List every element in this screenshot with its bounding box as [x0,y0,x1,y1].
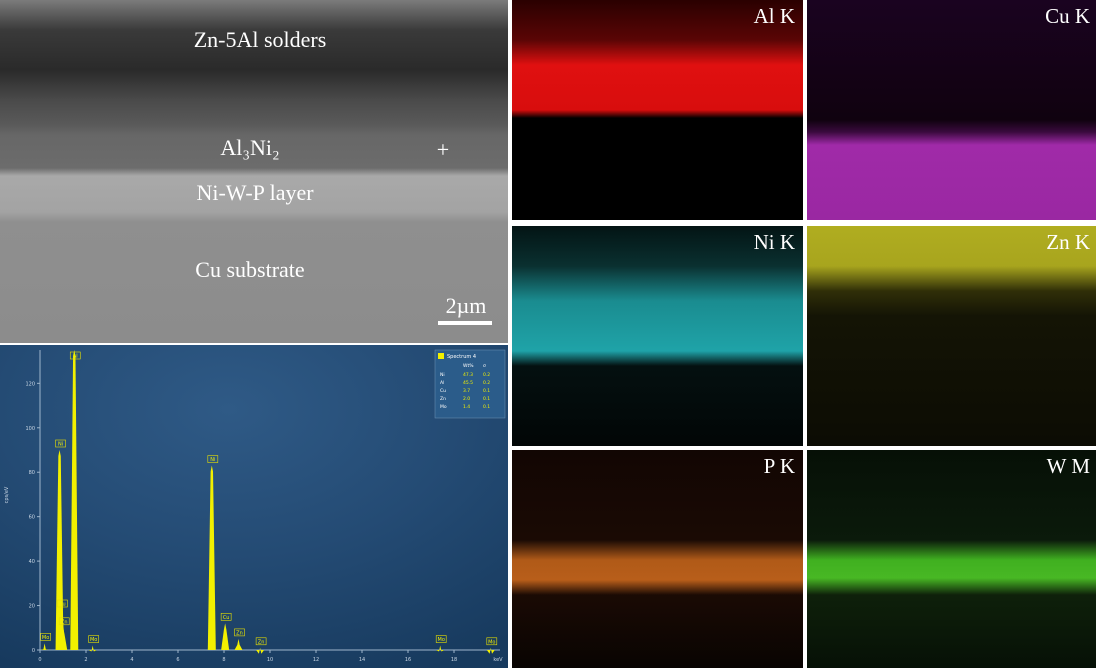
y-tick-label: 20 [29,604,35,610]
sem-image: Zn-5Al solders Al₃Ni₂ + Ni-W-P layer Cu … [0,0,508,343]
x-tick-label: 8 [222,657,225,663]
layer-label: Ni-W-P layer [196,180,313,206]
x-tick-label: 14 [359,657,365,663]
legend-cell: 1.4 [463,404,470,410]
point-marker: + [437,137,449,163]
peak-label: Mo [90,637,97,643]
layer-label: Cu substrate [195,257,304,283]
peak-label: Ni [58,442,63,448]
x-tick-label: 18 [451,657,457,663]
map-label: Cu K [1045,4,1090,29]
peak-label: Al [73,354,78,360]
element-map: Ni K [512,226,803,446]
peak-label: Zn [258,639,265,645]
layer-label: Al₃Ni₂ [220,135,279,161]
legend-header: σ [483,364,486,369]
scale-bar-label: 2µm [446,293,487,319]
legend-name: Spectrum 4 [447,354,476,360]
y-tick-label: 60 [29,515,35,521]
map-label: W M [1047,454,1090,479]
peak-label: Zn [236,630,243,636]
element-map: Cu K [807,0,1096,220]
legend-swatch [438,353,444,359]
element-map: Zn K [807,226,1096,446]
legend-cell: Cu [440,388,446,394]
legend-cell: 0.1 [483,404,490,410]
figure: Zn-5Al solders Al₃Ni₂ + Ni-W-P layer Cu … [0,0,1096,668]
peak-label: Mo [488,639,495,645]
y-tick-label: 80 [29,470,35,476]
legend-cell: Mo [440,404,447,410]
legend-cell: 0.1 [483,396,490,402]
legend-cell: 45.5 [463,380,473,386]
x-tick-label: 16 [405,657,411,663]
x-tick-label: 6 [176,657,179,663]
element-map: Al K [512,0,803,220]
peak-label: Mo [438,637,445,643]
legend-cell: 0.2 [483,372,490,378]
legend-cell: 0.2 [483,380,490,386]
map-label: P K [764,454,795,479]
legend-cell: 2.0 [463,396,470,402]
legend-header: Wt% [463,363,474,369]
x-axis-label: keV [493,657,503,663]
map-label: Al K [754,4,795,29]
layer-label: Zn-5Al solders [194,27,327,53]
legend-cell: 0.1 [483,388,490,394]
y-axis-label: cps/eV [4,486,10,503]
legend-cell: Al [440,380,444,386]
peak-label: Cu [223,615,230,621]
y-tick-label: 40 [29,559,35,565]
y-tick-label: 100 [25,426,35,432]
legend-cell: Ni [440,372,445,378]
y-tick-label: 120 [25,381,35,387]
element-map: W M [807,450,1096,668]
x-tick-label: 10 [267,657,273,663]
legend-cell: Zn [440,396,446,402]
x-tick-label: 2 [84,657,87,663]
peak-label: Cu [59,602,66,608]
map-label: Zn K [1046,230,1090,255]
eds-spectrum: 0 20 40 60 80 100 120 0 2 4 6 8 10 12 14 16 18 keV cps/eV M… [0,345,508,668]
y-tick-label: 0 [32,648,35,654]
peak-label: Mo [42,635,49,641]
element-map: P K [512,450,803,668]
map-label: Ni K [754,230,795,255]
x-tick-label: 4 [130,657,133,663]
legend-cell: 3.7 [463,388,470,394]
peak-label: Ni [210,457,215,463]
legend-cell: 47.3 [463,372,473,378]
x-tick-label: 0 [38,657,41,663]
peak-label: Zn [61,619,68,625]
x-tick-label: 12 [313,657,319,663]
scale-bar [438,321,492,325]
